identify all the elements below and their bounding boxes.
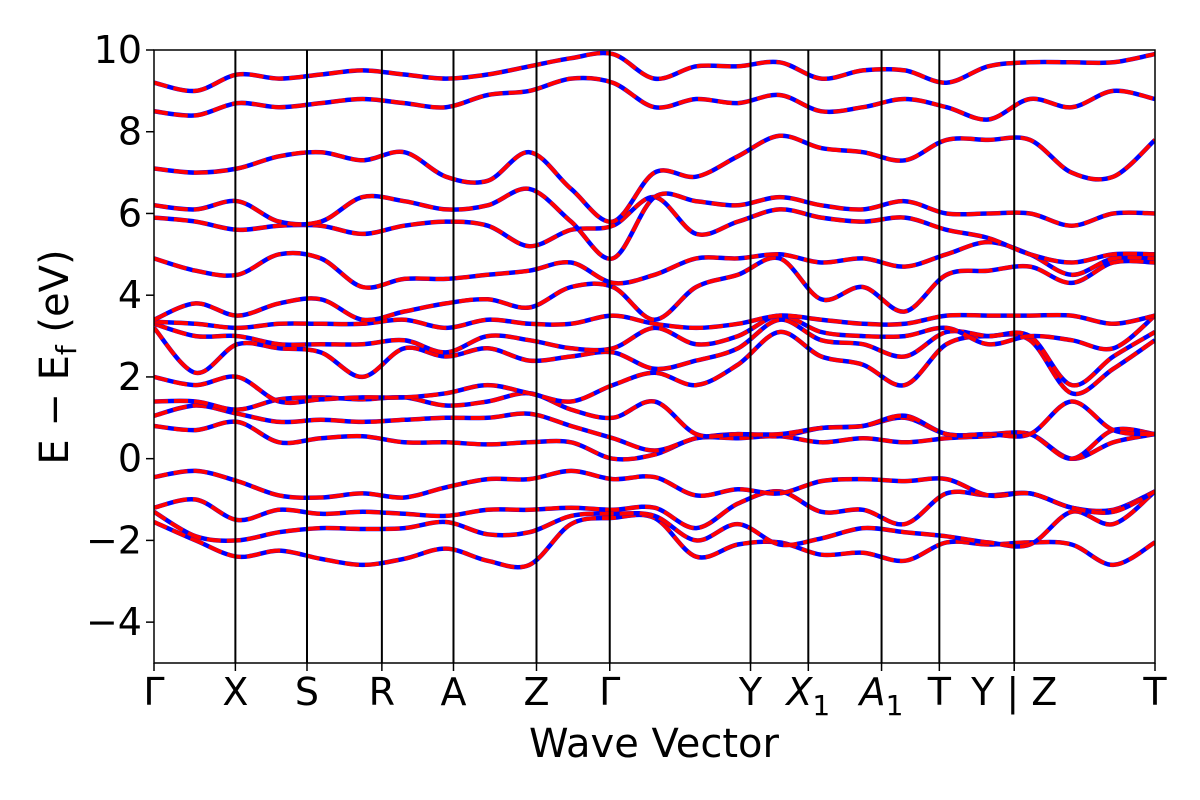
y-tick-label: −4 [86,600,142,644]
band-2-dashed [154,489,1155,531]
y-tick-label: 6 [118,191,142,235]
band-15-solid [154,133,1155,224]
y-tick-label: 4 [118,273,142,317]
x-tick-label: Γ [143,670,164,714]
x-tick-label: Γ [599,670,620,714]
band-12-dashed [154,240,1155,290]
x-axis-title: Wave Vector [529,721,780,767]
band-9-dashed [154,313,1155,355]
x-tick-label: X [222,670,248,714]
band-17-solid [154,50,1155,94]
band-5-dashed [154,403,1155,461]
x-tick-label: T [1142,670,1167,714]
band-10-dashed [154,313,1155,330]
y-axis-title-main: E − E [32,355,78,465]
y-axis-ticks: −4 −2 0 2 4 6 8 10 [86,28,154,644]
band-16-solid [154,75,1155,122]
x-tick-label: Z [523,670,549,714]
band-1-dashed [154,489,1155,549]
plot-frame [153,49,1156,664]
x-tick-label: Y [738,670,763,714]
band-3-dashed [154,468,1155,515]
band-8-solid [154,317,1155,388]
band-lines [154,50,1155,570]
x-tick-label: Y | Z [970,670,1057,715]
y-axis-title: E − Ef (eV) [32,249,83,464]
band-16-dashed [154,75,1155,122]
high-symmetry-lines [234,50,1016,663]
y-tick-label: 2 [118,355,142,399]
band-14-dashed [154,186,1155,261]
x-axis-kpoint-labels: Γ X S R A Z Γ Y X1 A1 T Y | Z T [143,663,1167,722]
y-tick-label: 10 [94,28,142,72]
x-tick-label: T [927,670,952,714]
x-tick-label: A [440,670,466,714]
band-15-dashed [154,133,1155,224]
x-tick-label: A1 [857,670,904,722]
band-14-solid [154,186,1155,261]
y-tick-label: −2 [86,518,142,562]
y-axis-title-unit: (eV) [32,249,78,332]
band-0-solid [154,512,1155,570]
band-12-solid [154,239,1155,290]
y-axis-title-subscript: f [50,344,83,355]
x-tick-label: R [369,670,395,714]
y-tick-label: 8 [118,110,142,154]
y-tick-label: 0 [118,437,142,481]
band-0-dashed [154,512,1155,570]
band-17-dashed [154,51,1155,93]
x-tick-label: X1 [784,670,830,722]
band-11-dashed [154,255,1155,323]
x-tick-label: S [295,670,319,714]
